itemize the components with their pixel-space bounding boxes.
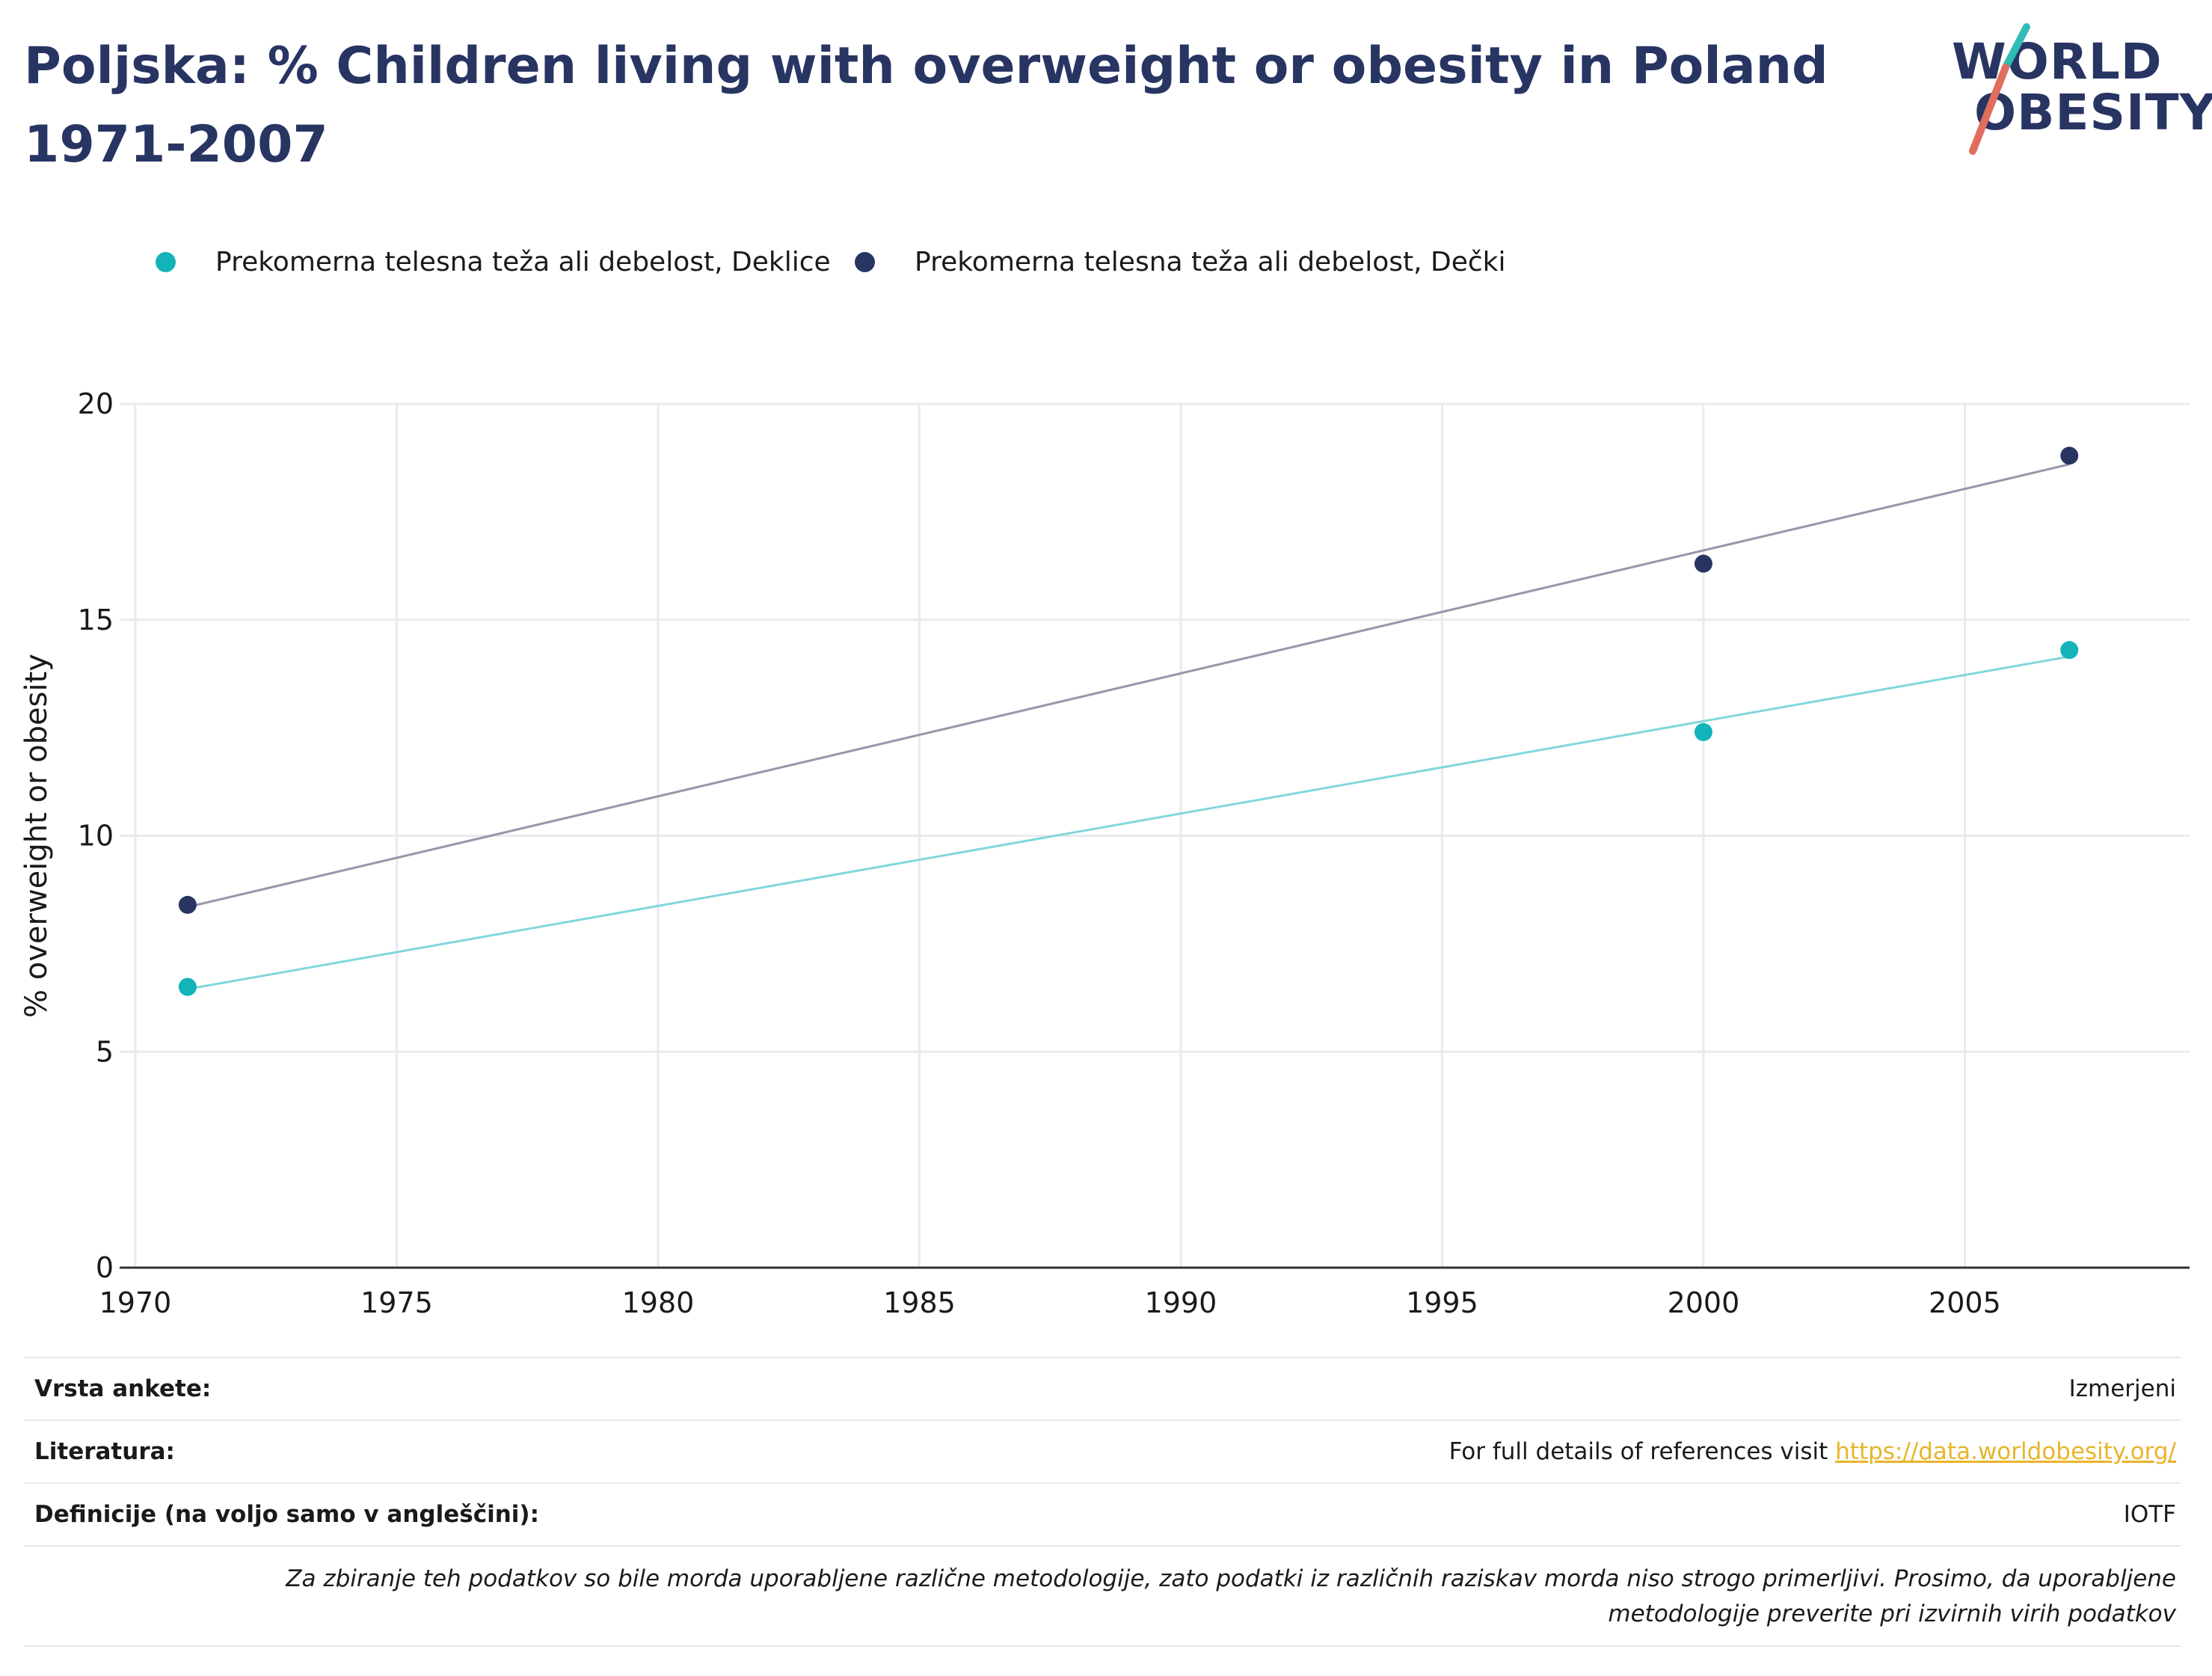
x-tick-label: 1985 — [883, 1286, 956, 1319]
y-tick-label: 20 — [78, 387, 114, 420]
literature-row: Literatura: For full details of referenc… — [24, 1419, 2181, 1482]
y-tick-label: 0 — [96, 1251, 114, 1284]
survey-type-row: Vrsta ankete: Izmerjeni — [24, 1357, 2181, 1419]
world-obesity-logo: WORLD OBESITY — [1952, 22, 2212, 157]
data-point — [2060, 446, 2079, 465]
x-tick-label: 1995 — [1406, 1286, 1478, 1319]
data-point — [178, 895, 197, 914]
trend-line — [187, 655, 2070, 990]
x-tick-label: 1990 — [1145, 1286, 1217, 1319]
legend-marker-boys — [855, 252, 875, 272]
logo-text-obesity: OBESITY — [1974, 84, 2212, 141]
methodology-note: Za zbiranje teh podatkov so bile morda u… — [24, 1545, 2181, 1647]
literature-label: Literatura: — [34, 1438, 175, 1465]
definitions-label: Definicije (na voljo samo v angleščini): — [34, 1501, 539, 1528]
chart-footer: Vrsta ankete: Izmerjeni Literatura: For … — [24, 1357, 2181, 1647]
legend-marker-girls — [156, 252, 176, 272]
survey-type-value: Izmerjeni — [2068, 1375, 2176, 1402]
chart-plot: 1970 1975 1980 1985 1990 1995 2000 2005 0 5 10 15 20… — [19, 387, 2190, 1319]
x-tick-label: 1970 — [99, 1286, 172, 1319]
legend-label-boys: Prekomerna telesna teža ali debelost, De… — [915, 247, 1506, 277]
y-tick-label: 10 — [78, 820, 114, 853]
literature-text: For full details of references visit — [1448, 1438, 1836, 1465]
y-tick-label: 5 — [96, 1035, 114, 1068]
legend-label-girls: Prekomerna telesna teža ali debelost, De… — [215, 247, 831, 277]
logo-text-world: WORLD — [1952, 33, 2163, 90]
x-tick-label: 2000 — [1668, 1286, 1740, 1319]
survey-type-label: Vrsta ankete: — [34, 1375, 212, 1402]
data-point — [1694, 554, 1712, 573]
x-tick-label: 1975 — [360, 1286, 433, 1319]
definitions-value: IOTF — [2123, 1501, 2176, 1528]
literature-value: For full details of references visit htt… — [1449, 1421, 2176, 1482]
definitions-row: Definicije (na voljo samo v angleščini):… — [24, 1482, 2181, 1545]
x-tick-label: 1980 — [622, 1286, 695, 1319]
data-point — [178, 977, 197, 996]
chart-title: Poljska: % Children living with overweig… — [24, 37, 1828, 174]
trend-line — [187, 463, 2070, 909]
data-point — [1694, 722, 1712, 741]
data-point — [2060, 641, 2079, 660]
logo-slash-icon — [1969, 23, 2030, 155]
x-tick-label: 2005 — [1929, 1286, 2001, 1319]
y-axis-label: % overweight or obesity — [19, 654, 54, 1018]
references-link[interactable]: https://data.worldobesity.org/ — [1835, 1438, 2176, 1465]
y-tick-label: 15 — [78, 604, 114, 636]
